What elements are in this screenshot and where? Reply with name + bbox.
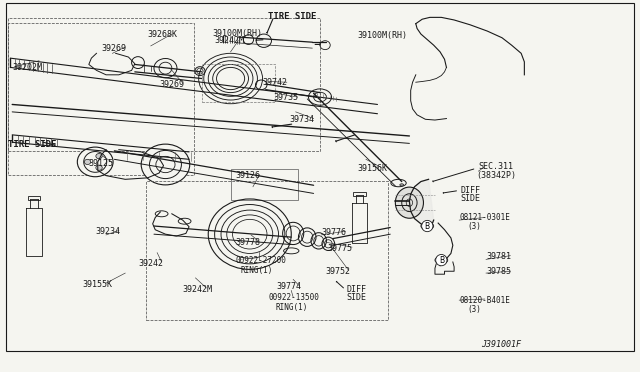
Ellipse shape [141,144,189,185]
Bar [353,192,366,196]
Text: B: B [439,256,444,264]
Text: 00922-27200: 00922-27200 [236,256,287,265]
Text: 39234: 39234 [95,227,120,236]
Text: SIDE: SIDE [347,293,367,302]
Text: TIRE SIDE: TIRE SIDE [268,12,316,21]
Text: 39269: 39269 [102,44,127,52]
Bar [28,196,40,200]
Text: 39776: 39776 [321,228,346,237]
Text: 39242M: 39242M [214,36,244,45]
Ellipse shape [84,159,91,164]
Text: B: B [426,221,429,227]
Text: (3): (3) [467,221,481,231]
Text: B: B [425,221,430,231]
Text: 39100M(RH): 39100M(RH) [357,31,407,41]
Polygon shape [26,208,42,256]
Text: RING(1): RING(1) [240,266,273,275]
Text: 39156K: 39156K [357,164,387,173]
Ellipse shape [400,184,404,186]
Text: 39126: 39126 [236,171,260,180]
Bar [8,19,320,151]
Bar [202,64,275,102]
Bar [8,23,193,175]
Bar [147,181,388,320]
Text: TIRE SIDE: TIRE SIDE [8,140,57,149]
Text: DIFF: DIFF [347,285,367,294]
Text: (38342P): (38342P) [476,171,516,180]
Text: 39774: 39774 [276,282,301,291]
Text: 39734: 39734 [289,115,314,124]
Text: (3): (3) [467,305,481,314]
Text: 39735: 39735 [273,93,298,102]
Text: 39242M: 39242M [182,285,212,294]
Text: B: B [440,255,444,261]
Text: SIDE: SIDE [461,195,481,203]
Text: 39202M: 39202M [12,63,42,72]
Text: 39778: 39778 [236,238,260,247]
Text: 39781: 39781 [486,252,511,261]
Text: 08120-B401E: 08120-B401E [460,296,510,305]
Text: 08121-0301E: 08121-0301E [460,213,510,222]
Text: 39752: 39752 [325,267,350,276]
Polygon shape [410,179,434,227]
Polygon shape [352,203,367,243]
Text: 39100M(RH): 39100M(RH) [212,29,262,38]
Text: 39785: 39785 [486,267,511,276]
Ellipse shape [77,147,113,177]
Text: 39155K: 39155K [83,280,113,289]
Text: 39268K: 39268K [148,29,177,39]
Ellipse shape [84,151,107,172]
Text: RING(1): RING(1) [275,303,308,312]
Text: 39269: 39269 [159,80,184,89]
Text: SEC.311: SEC.311 [478,162,513,171]
Text: 39242: 39242 [138,259,163,267]
Text: DIFF: DIFF [461,186,481,195]
Ellipse shape [96,165,102,170]
Text: J391001F: J391001F [481,340,521,349]
Ellipse shape [396,187,424,218]
Text: 39125: 39125 [89,158,114,167]
Text: 39742: 39742 [262,78,287,87]
Text: 39775: 39775 [328,244,353,253]
Ellipse shape [96,154,102,159]
Bar [230,169,298,200]
Text: 00922-13500: 00922-13500 [269,294,320,302]
